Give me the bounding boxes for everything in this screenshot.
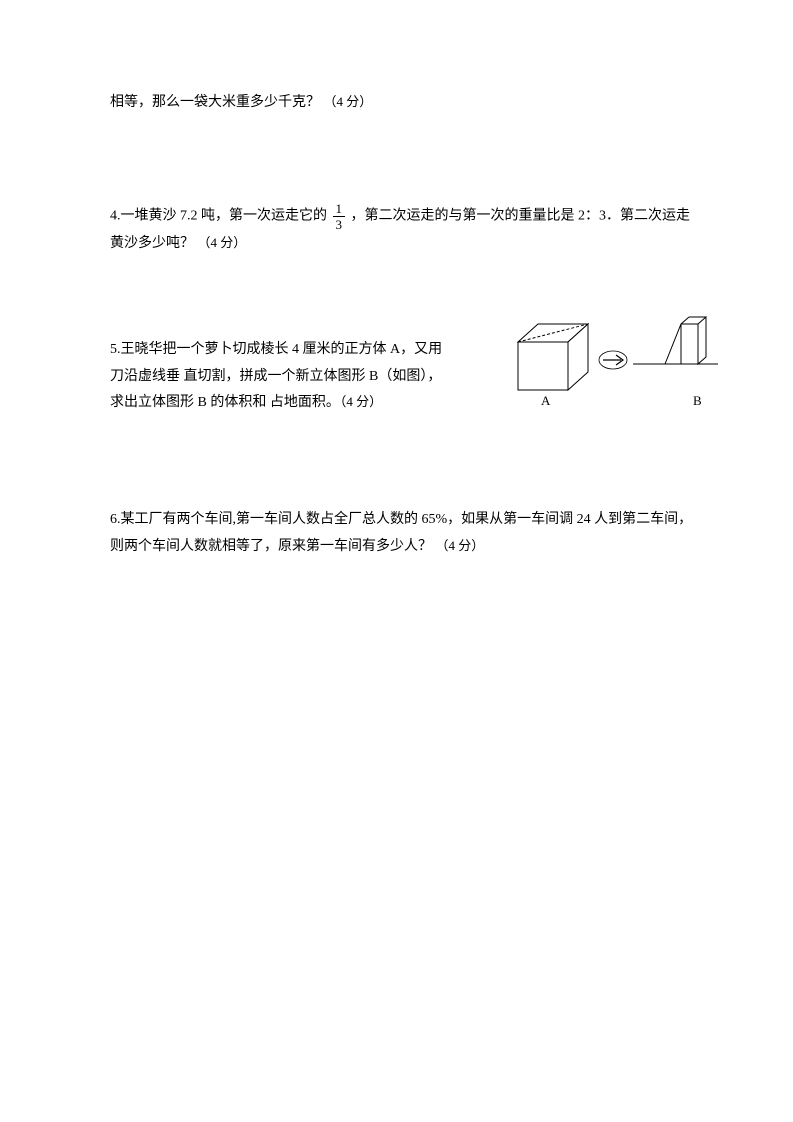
label-b: B [693,393,702,408]
arrow-icon [599,351,627,369]
geometry-diagram-icon: A B [503,312,723,412]
fraction-denominator: 3 [333,217,346,231]
q3-text: 相等，那么一袋大米重多少千克？ [110,95,320,110]
label-a: A [541,393,551,408]
q5-line3: 占地面积。 [270,395,340,410]
question-6: 6.某工厂有两个车间,第一车间人数占全厂总人数的 65%，如果从第一车间调 24… [110,507,693,560]
q5-text-wrap: 5.王晓华把一个萝卜切成棱长 4 厘米的正方体 A，又用刀沿虚线垂 直切割，拼成… [110,337,450,417]
cube-a: A [518,324,588,408]
q3-points: （4 分） [324,94,373,109]
shape-b: B [633,317,718,408]
q6-points: （4 分） [436,538,485,553]
question-3-continuation: 相等，那么一袋大米重多少千克？ （4 分） [110,90,693,117]
cube-transform-figure: A B [503,312,723,423]
question-5: 5.王晓华把一个萝卜切成棱长 4 厘米的正方体 A，又用刀沿虚线垂 直切割，拼成… [110,337,693,417]
fraction-numerator: 1 [333,202,346,217]
q6-text: 6.某工厂有两个车间,第一车间人数占全厂总人数的 65%，如果从第一车间调 24… [110,512,692,554]
q5-points: （4 分） [340,394,382,409]
fraction-one-third: 1 3 [333,202,346,231]
q4-points: （4 分） [198,235,247,250]
question-4: 4.一堆黄沙 7.2 吨，第一次运走它的 1 3 ，第二次运走的与第一次的重量比… [110,202,693,258]
q4-prefix: 4.一堆黄沙 7.2 吨，第一次运走它的 [110,208,327,223]
